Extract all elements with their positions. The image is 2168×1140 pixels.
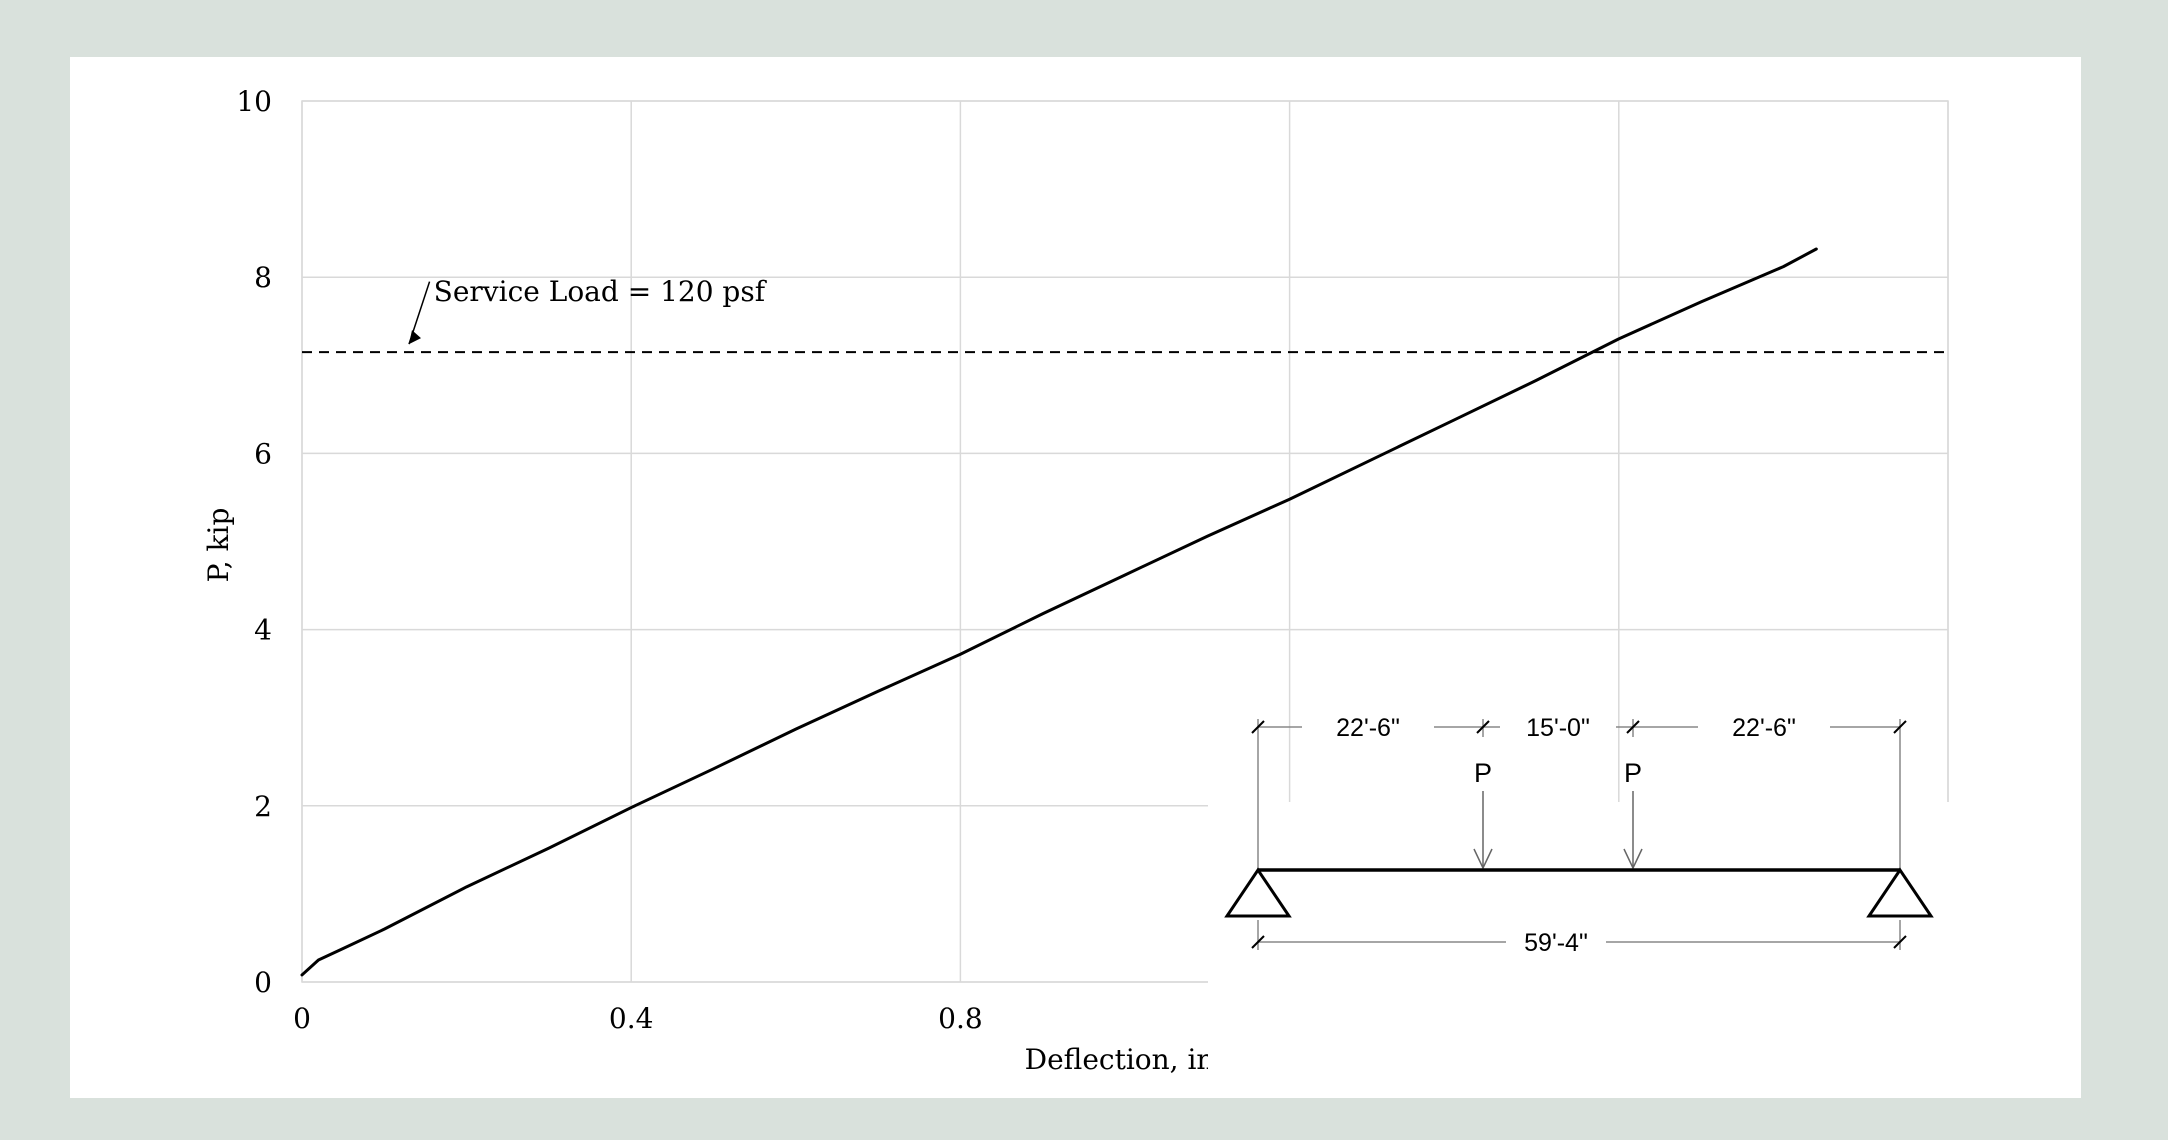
chart-panel: 00.40.81.21.620246810 Deflection, in. P,… — [70, 57, 2081, 1098]
label-bg — [1698, 713, 1830, 741]
y-tick-label: 10 — [236, 85, 272, 118]
label-bg — [1506, 928, 1606, 956]
y-tick-label: 0 — [254, 966, 272, 999]
right-support — [1866, 867, 1934, 918]
inset-background — [1208, 802, 2016, 1070]
tick-mark — [1893, 935, 1907, 949]
tick-mark — [1476, 720, 1490, 734]
tick-mark — [1251, 720, 1265, 734]
tick-mark — [1893, 720, 1907, 734]
service-load-arrow — [408, 281, 431, 345]
load-deflection-chart: 00.40.81.21.620246810 Deflection, in. P,… — [202, 85, 2016, 1076]
x-tick-label: 0 — [293, 1002, 311, 1035]
service-load-label: Service Load = 120 psf — [434, 275, 768, 308]
x-tick-label: 0.8 — [938, 1002, 983, 1035]
beam-diagram: 22'-6" 15'-0" 22'-6" P P 59'-4" — [1208, 713, 2016, 1070]
load-arrowhead-2 — [1623, 848, 1643, 870]
y-tick-label: 4 — [254, 614, 272, 647]
label-bg — [1302, 713, 1434, 741]
tick-mark — [1251, 935, 1265, 949]
load-arrowhead-1 — [1473, 848, 1493, 870]
segment-label-right: 22'-6" — [1732, 714, 1796, 742]
load-label-2: P — [1624, 758, 1642, 788]
tick-mark — [1626, 720, 1640, 734]
y-tick-label: 6 — [254, 437, 272, 470]
segment-label-left: 22'-6" — [1336, 714, 1400, 742]
y-axis-label: P, kip — [202, 508, 235, 583]
series-line — [300, 247, 1818, 977]
left-support — [1224, 867, 1292, 918]
segment-label-middle: 15'-0" — [1526, 714, 1590, 742]
x-tick-label: 0.4 — [609, 1002, 654, 1035]
label-bg — [1500, 713, 1616, 741]
y-tick-label: 2 — [254, 790, 272, 823]
x-axis-label: Deflection, in. — [1025, 1043, 1224, 1076]
total-span-label: 59'-4" — [1524, 929, 1588, 957]
load-label-1: P — [1474, 758, 1492, 788]
y-tick-label: 8 — [254, 261, 272, 294]
